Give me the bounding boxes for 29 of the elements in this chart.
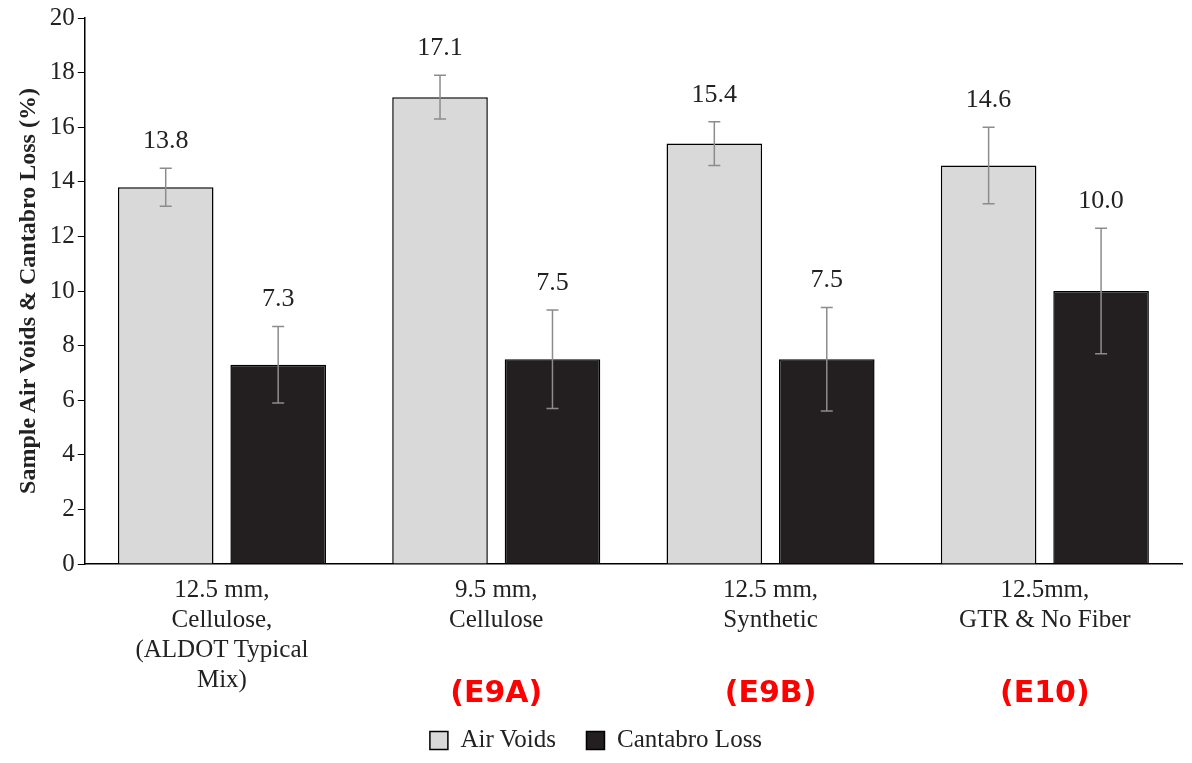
data-label: 13.8 [142,124,189,154]
data-label: 7.5 [536,266,569,296]
text: (E10) [1000,673,1090,709]
text: (E9B) [724,673,817,709]
y-tick-label: 10 [49,275,75,303]
y-tick-label: 0 [62,548,75,576]
legend-label: Air Voids [460,725,557,753]
data-label: 17.1 [417,32,463,62]
y-tick-label: 8 [62,330,75,358]
y-tick-label: 4 [62,439,76,467]
y-tick-label: 6 [62,384,75,412]
y-tick-label: 20 [49,2,75,30]
data-label: 10.0 [1078,185,1124,215]
legend-label: Cantabro Loss [616,725,763,753]
x-tick-label: 12.5mm, GTR & No Fiber [959,574,1132,632]
x-tick-label: 12.5 mm, Synthetic [722,574,819,632]
text: (E9A) [450,673,543,709]
y-tick-label: 14 [49,166,76,194]
y-tick-label: 16 [49,111,75,139]
y-tick-label: 2 [62,493,75,521]
data-label: 7.3 [261,283,295,313]
data-label: 14.6 [965,84,1012,114]
data-label: 7.5 [810,264,844,294]
y-axis-title: Sample Air Voids & Cantabro Loss (%) [13,88,40,494]
x-tick-label: 12.5 mm, Cellulose, (ALDOT Typical Mix) [135,574,309,693]
y-tick-label: 18 [49,57,75,85]
data-label: 15.4 [691,78,738,108]
x-tick-label: 9.5 mm, Cellulose [449,574,544,632]
y-tick-label: 12 [49,220,75,248]
